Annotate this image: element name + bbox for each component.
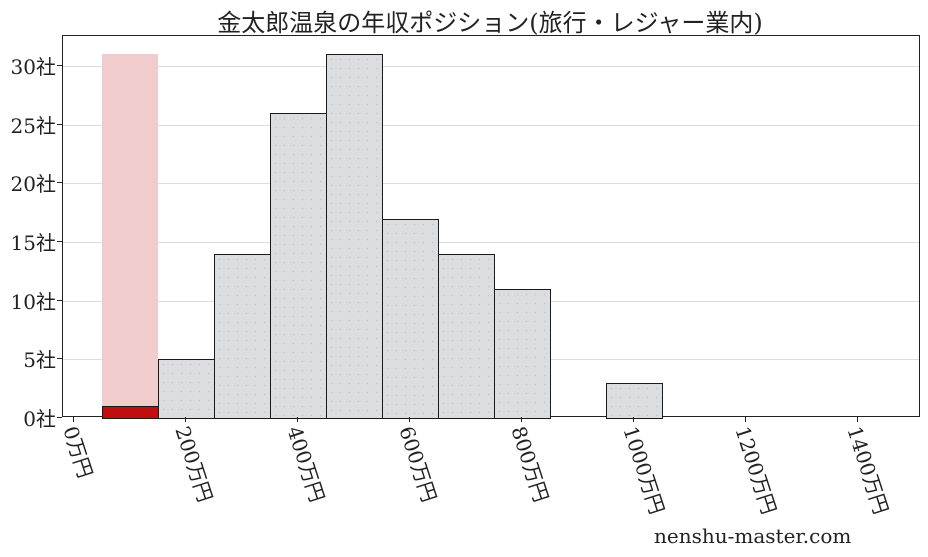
x-tick-label: 200万円 xyxy=(170,423,218,506)
y-tick xyxy=(57,358,62,360)
gridline xyxy=(63,66,919,68)
x-tick xyxy=(857,417,858,422)
x-tick-label: 1000万円 xyxy=(618,423,670,518)
x-tick-label: 1400万円 xyxy=(842,423,894,518)
highlight-background-bar xyxy=(102,54,158,418)
histogram-bar xyxy=(158,359,215,419)
y-tick xyxy=(57,299,62,301)
x-tick xyxy=(409,417,410,422)
y-tick xyxy=(57,65,62,67)
x-tick-label: 1200万円 xyxy=(730,423,782,518)
y-tick xyxy=(57,417,62,418)
x-tick xyxy=(297,417,298,422)
y-tick-label: 0社 xyxy=(23,407,56,431)
x-tick xyxy=(521,417,522,422)
x-tick-label: 400万円 xyxy=(282,423,330,506)
histogram-bar xyxy=(326,54,383,419)
y-tick xyxy=(57,241,62,243)
gridline xyxy=(63,183,919,185)
x-tick xyxy=(745,417,746,422)
plot-area xyxy=(62,35,920,419)
gridline xyxy=(63,242,919,244)
histogram-bar xyxy=(494,288,551,419)
y-tick-label: 25社 xyxy=(10,113,56,138)
y-tick-label: 15社 xyxy=(10,231,56,256)
x-tick xyxy=(73,417,74,422)
x-tick-label: 600万円 xyxy=(394,423,442,506)
x-tick xyxy=(633,417,634,422)
histogram-bar xyxy=(270,113,327,419)
y-tick-label: 5社 xyxy=(23,348,56,373)
highlight-bar xyxy=(102,406,159,419)
histogram-bar xyxy=(606,382,663,419)
y-tick-label: 20社 xyxy=(10,172,56,197)
y-tick-label: 30社 xyxy=(10,55,56,80)
histogram-bar xyxy=(438,253,495,419)
histogram-bar xyxy=(382,218,439,419)
x-tick-label: 0万円 xyxy=(58,423,98,481)
y-tick xyxy=(57,123,62,125)
chart-title: 金太郎温泉の年収ポジション(旅行・レジャー業内) xyxy=(217,9,763,37)
y-tick-label: 10社 xyxy=(10,289,56,314)
y-tick xyxy=(57,182,62,184)
gridline xyxy=(63,124,919,126)
x-tick-label: 800万円 xyxy=(506,423,554,506)
watermark: nenshu-master.com xyxy=(654,524,852,548)
x-tick xyxy=(185,417,186,422)
histogram-bar xyxy=(214,253,271,419)
